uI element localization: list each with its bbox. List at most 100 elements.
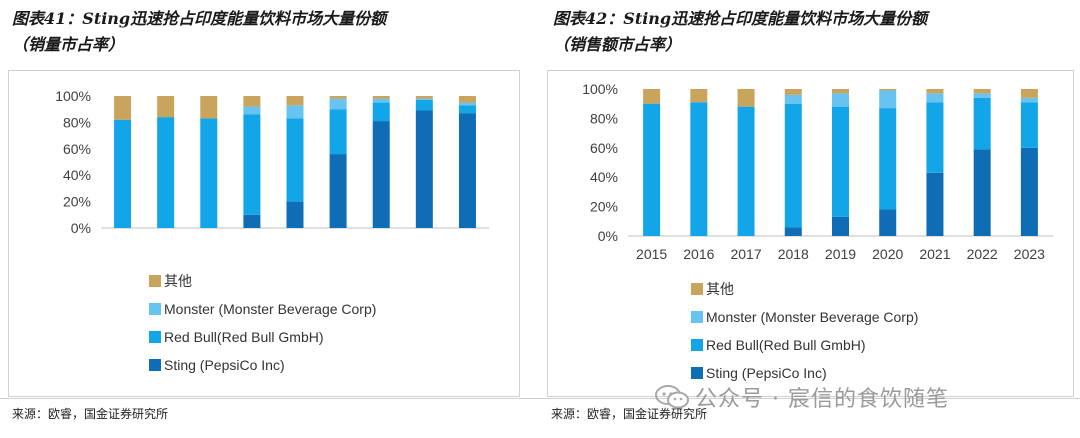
bar-segment-sting	[286, 201, 304, 228]
x-tick-label: 2020	[872, 246, 903, 262]
bar-segment-redbull	[973, 97, 991, 150]
y-tick-label: 80%	[590, 110, 618, 126]
x-tick-label: 2019	[279, 238, 310, 241]
bar-segment-redbull	[643, 103, 661, 236]
bar-segment-redbull	[372, 102, 390, 122]
bar-segment-monster	[784, 94, 802, 104]
legend-item-other: 其他	[691, 275, 918, 303]
bar-segment-redbull	[243, 114, 261, 215]
stacked-bar-chart-value: 0% 20% 40% 60% 80% 100% 2015 2016 2017 2018 2019 20…	[582, 81, 1053, 262]
bar-segment-redbull	[832, 106, 849, 217]
legend-item-redbull: Red Bull(Red Bull GmbH)	[149, 323, 376, 351]
y-tick-label: 80%	[63, 114, 91, 130]
y-tick-label: 0%	[598, 228, 618, 244]
bar-segment-sting	[458, 113, 476, 228]
bar-segment-other	[415, 96, 433, 99]
x-tick-label: 2023	[1014, 246, 1045, 262]
bar-segment-sting	[329, 154, 347, 228]
chart-frame: 0% 20% 40% 60% 80% 100% 2015 2016 2017 2018 2019 20…	[547, 70, 1074, 397]
bar-segment-sting	[879, 209, 897, 236]
bar-segment-monster	[415, 98, 433, 100]
bar-segment-other	[458, 96, 476, 103]
bar-segment-redbull	[286, 118, 304, 202]
bar-segment-monster	[372, 98, 390, 103]
chart-legend: 其他 Monster (Monster Beverage Corp) Red Bul…	[149, 267, 376, 379]
y-tick-label: 0%	[71, 220, 91, 236]
bar-segment-other	[157, 96, 175, 118]
y-tick-label: 100%	[55, 88, 91, 104]
bar-segment-sting	[784, 227, 802, 236]
legend-item-monster: Monster (Monster Beverage Corp)	[691, 303, 918, 331]
y-tick-label: 60%	[590, 140, 618, 156]
bar-segment-monster	[879, 90, 897, 109]
x-tick-label: 2021	[919, 246, 950, 262]
x-tick-label: 2015	[636, 246, 667, 262]
bar-segment-other	[329, 96, 347, 99]
x-tick-label: 2015	[107, 238, 138, 241]
bar-segment-redbull	[157, 117, 175, 228]
bar-segment-monster	[286, 105, 304, 119]
bar-segment-other	[879, 89, 897, 91]
legend-item-redbull: Red Bull(Red Bull GmbH)	[691, 331, 918, 359]
x-tick-label: 2017	[193, 238, 224, 241]
stacked-bar-chart-volume: 0% 20% 40% 60% 80% 100% 2015 2016 2017 2018 2019 20…	[55, 88, 489, 241]
footer-divider	[0, 398, 1080, 399]
bar-segment-sting	[415, 110, 433, 228]
figure-title-line2: （销售额市占率）	[553, 35, 682, 54]
legend-label: Monster (Monster Beverage Corp)	[706, 309, 919, 325]
bar-segment-monster	[329, 98, 347, 110]
bar-segment-sting	[926, 172, 944, 236]
legend-label: Red Bull(Red Bull GmbH)	[164, 329, 324, 345]
bar-segment-other	[784, 89, 802, 95]
figure-title-line1: 图表41：Sting迅速抢占印度能量饮料市场大量份额	[12, 9, 387, 28]
chart-legend: 其他 Monster (Monster Beverage Corp) Red Bul…	[691, 275, 918, 387]
figure-title: 图表41：Sting迅速抢占印度能量饮料市场大量份额 （销量市占率）	[12, 6, 532, 58]
bar-segment-monster	[973, 93, 991, 98]
bar-segment-redbull	[1020, 102, 1038, 148]
bar-segment-other	[690, 89, 708, 103]
bar-segment-redbull	[690, 102, 708, 236]
x-tick-label: 2021	[366, 238, 397, 241]
x-tick-label: 2019	[825, 246, 856, 262]
bar-segment-redbull	[879, 108, 897, 210]
bar-segment-sting	[1020, 147, 1038, 236]
x-tick-label: 2022	[967, 246, 998, 262]
source-note: 来源：欧睿，国金证券研究所	[12, 407, 169, 421]
bar-segment-other	[737, 89, 755, 107]
y-tick-label: 20%	[590, 199, 618, 215]
y-tick-label: 40%	[63, 167, 91, 183]
source-note: 来源：欧睿，国金证券研究所	[551, 407, 708, 421]
legend-item-sting: Sting (PepsiCo Inc)	[149, 351, 376, 379]
x-tick-label: 2023	[452, 238, 483, 241]
chart-panel-left: 图表41：Sting迅速抢占印度能量饮料市场大量份额 （销量市占率） 0% 20%…	[0, 0, 530, 438]
legend-label: Red Bull(Red Bull GmbH)	[706, 337, 866, 353]
bar-segment-other	[243, 96, 261, 107]
chart-panel-right: 图表42：Sting迅速抢占印度能量饮料市场大量份额 （销售额市占率） 0% 20…	[545, 0, 1080, 438]
legend-label: Monster (Monster Beverage Corp)	[164, 301, 377, 317]
legend-swatch	[691, 283, 703, 295]
watermark-text: 公众号 · 宸信的食饮随笔	[695, 387, 949, 412]
bar-segment-monster	[832, 93, 849, 107]
legend-label: Sting (PepsiCo Inc)	[706, 365, 827, 381]
legend-swatch	[149, 275, 161, 287]
bar-segment-monster	[1020, 97, 1038, 103]
bar-segment-monster	[243, 106, 261, 115]
bar-segment-monster	[926, 93, 944, 103]
bar-segment-sting	[973, 149, 991, 236]
bar-segment-redbull	[458, 105, 476, 114]
bar-segment-redbull	[415, 99, 433, 111]
bar-segment-sting	[243, 214, 261, 228]
figure-title-line2: （销量市占率）	[12, 35, 125, 54]
x-tick-label: 2018	[778, 246, 809, 262]
legend-item-other: 其他	[149, 267, 376, 295]
legend-swatch	[149, 359, 161, 371]
legend-item-monster: Monster (Monster Beverage Corp)	[149, 295, 376, 323]
bar-segment-redbull	[114, 119, 132, 228]
legend-swatch	[691, 339, 703, 351]
bar-segment-redbull	[329, 109, 347, 155]
bar-segment-sting	[832, 216, 849, 236]
bar-segment-other	[643, 89, 661, 104]
legend-swatch	[149, 331, 161, 343]
bar-segment-sting	[372, 121, 390, 228]
y-tick-label: 40%	[590, 169, 618, 185]
